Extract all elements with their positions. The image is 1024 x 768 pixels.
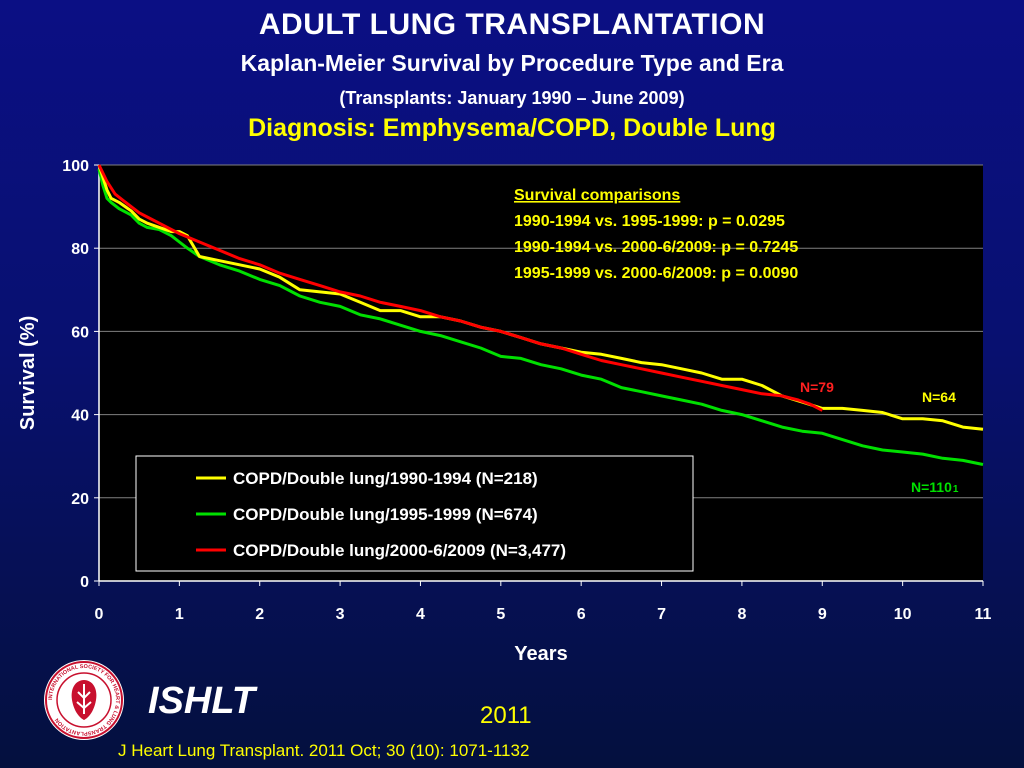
x-tick-label: 9 — [818, 606, 827, 623]
y-tick-label: 40 — [71, 408, 89, 425]
x-tick-label: 2 — [255, 606, 264, 623]
citation: J Heart Lung Transplant. 2011 Oct; 30 (1… — [118, 741, 530, 760]
axis-layer: 0 20 40 60 80 100 0 1 2 3 4 5 6 7 8 9 10 11 — [62, 158, 991, 623]
legend-label: COPD/Double lung/1995-1999 (N=674) — [233, 505, 538, 524]
x-tick-label: 5 — [496, 606, 505, 623]
x-tick-label: 11 — [975, 606, 992, 623]
y-tick-label: 100 — [62, 158, 89, 175]
subtitle: Kaplan-Meier Survival by Procedure Type … — [240, 50, 784, 76]
x-tick-label: 6 — [577, 606, 586, 623]
comparison-line: 1990-1994 vs. 1995-1999: p = 0.0295 — [514, 213, 785, 230]
comparison-line: 1995-1999 vs. 2000-6/2009: p = 0.0090 — [514, 265, 798, 282]
x-axis-label: Years — [514, 643, 567, 665]
y-axis-label: Survival (%) — [17, 316, 39, 430]
legend-label: COPD/Double lung/2000-6/2009 (N=3,477) — [233, 541, 566, 560]
x-tick-label: 0 — [95, 606, 104, 623]
y-tick-label: 60 — [71, 324, 89, 341]
x-tick-label: 7 — [657, 606, 666, 623]
x-tick-label: 4 — [416, 606, 425, 623]
n-label-yellow: N=64 — [922, 389, 956, 405]
series-layer — [97, 164, 984, 466]
series-line-2 — [97, 164, 823, 412]
x-tick-label: 10 — [894, 606, 912, 623]
x-tick-label: 8 — [737, 606, 746, 623]
comparison-heading: Survival comparisons — [514, 187, 680, 204]
y-tick-label: 80 — [71, 241, 89, 258]
n-label-red: N=79 — [800, 379, 834, 395]
comparison-line: 1990-1994 vs. 2000-6/2009: p = 0.7245 — [514, 239, 798, 256]
x-tick-label: 3 — [336, 606, 345, 623]
legend: COPD/Double lung/1990-1994 (N=218) COPD/… — [135, 455, 694, 572]
year-label: 2011 — [480, 702, 532, 729]
diagnosis-subtitle: Diagnosis: Emphysema/COPD, Double Lung — [248, 114, 776, 142]
n-label-green: N=1101 — [911, 479, 959, 495]
y-tick-label: 0 — [80, 574, 89, 591]
ishlt-wordmark: ISHLT — [148, 680, 255, 722]
period-subtitle: (Transplants: January 1990 – June 2009) — [339, 88, 685, 108]
ishlt-seal-logo: INTERNATIONAL SOCIETY FOR HEART & LUNG T… — [44, 660, 124, 740]
series-line-1 — [97, 168, 984, 466]
y-tick-label: 20 — [71, 491, 89, 508]
main-title: ADULT LUNG TRANSPLANTATION — [258, 8, 766, 41]
legend-label: COPD/Double lung/1990-1994 (N=218) — [233, 469, 538, 488]
x-tick-label: 1 — [175, 606, 184, 623]
